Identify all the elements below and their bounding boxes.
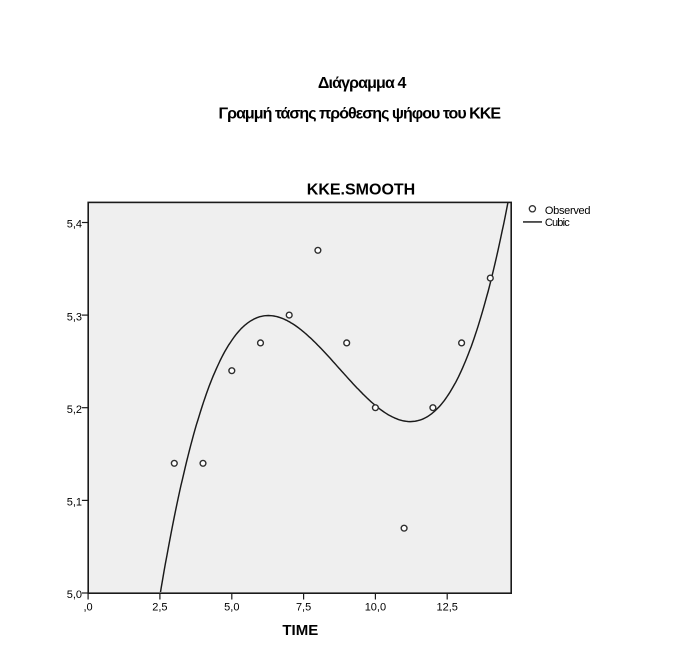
svg-text:KKE.SMOOTH: KKE.SMOOTH <box>307 182 415 199</box>
svg-text:5,3: 5,3 <box>67 311 82 323</box>
svg-text:2,5: 2,5 <box>152 601 167 613</box>
svg-text:12,5: 12,5 <box>436 601 457 613</box>
svg-text:TIME: TIME <box>282 622 318 639</box>
svg-text:5,0: 5,0 <box>67 589 82 601</box>
svg-text:10,0: 10,0 <box>365 601 386 613</box>
svg-text:5,2: 5,2 <box>67 404 82 416</box>
svg-text:5,1: 5,1 <box>67 497 82 509</box>
svg-text:5,0: 5,0 <box>224 601 239 613</box>
svg-text:Cubic: Cubic <box>545 217 570 229</box>
svg-text:7,5: 7,5 <box>296 601 311 613</box>
svg-text:Observed: Observed <box>545 205 591 217</box>
svg-text:Γραμμή τάσης πρόθεσης ψήφου το: Γραμμή τάσης πρόθεσης ψήφου του ΚΚΕ <box>219 106 502 123</box>
svg-text:5,4: 5,4 <box>67 219 82 231</box>
svg-text:,0: ,0 <box>84 601 93 613</box>
svg-text:Διάγραμμα 4: Διάγραμμα 4 <box>318 75 407 92</box>
